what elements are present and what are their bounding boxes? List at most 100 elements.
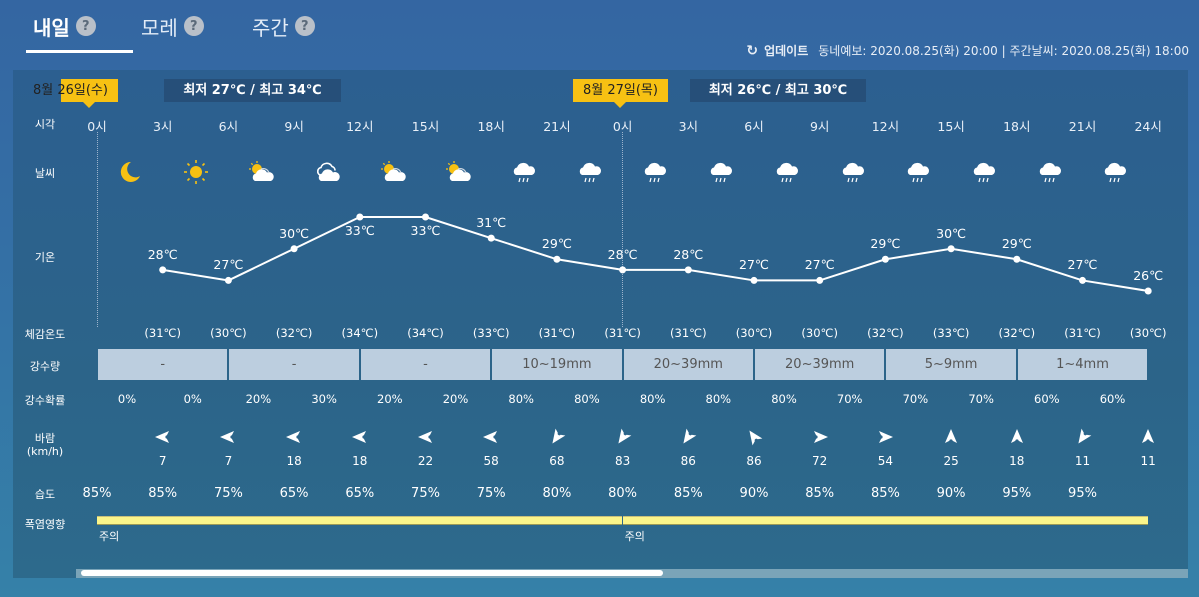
- wind-direction-icon: [416, 427, 436, 447]
- temperature-point[interactable]: [487, 234, 495, 242]
- time-label: 18시: [1003, 119, 1031, 134]
- temperature-value: 29℃: [870, 236, 901, 252]
- temperature-point[interactable]: [159, 266, 167, 274]
- tab-day-after-tomorrow[interactable]: 모레 ?: [141, 0, 241, 52]
- time-label: 9시: [284, 119, 304, 134]
- time-label: 15시: [411, 119, 440, 134]
- tab-weekly[interactable]: 주간 ?: [252, 0, 352, 52]
- row-label-weather: 날씨: [34, 167, 56, 180]
- forecast-timestamps: 동네예보: 2020.08.25(화) 20:00 | 주간날씨: 2020.0…: [818, 44, 1189, 58]
- temperature-point[interactable]: [947, 245, 955, 253]
- row-label-heat: 폭염영향: [24, 518, 66, 531]
- help-icon[interactable]: ?: [183, 16, 204, 36]
- precipitation-cell: 10~19mm: [492, 349, 622, 380]
- feels-like-value: (32℃): [867, 326, 904, 340]
- wind-speed-value: 22: [417, 454, 434, 468]
- temperature-point[interactable]: [290, 245, 298, 253]
- rain-icon: [576, 160, 604, 184]
- precip-probability-value: 30%: [311, 392, 337, 406]
- precip-probability-value: 20%: [442, 392, 469, 406]
- feels-like-value: (31℃): [670, 326, 707, 340]
- row-label-humidity: 습도: [34, 488, 56, 501]
- temperature-point[interactable]: [356, 213, 364, 221]
- time-label: 0시: [612, 119, 633, 134]
- temperature-point[interactable]: [816, 276, 824, 284]
- precipitation-cell: -: [229, 349, 359, 380]
- temperature-value: 29℃: [1001, 236, 1032, 252]
- row-label-feels: 체감온도: [24, 328, 66, 341]
- time-label: 6시: [744, 119, 764, 134]
- humidity-value: 85%: [805, 486, 835, 501]
- temperature-point[interactable]: [553, 255, 561, 263]
- temperature-point[interactable]: [422, 213, 429, 221]
- tab-tomorrow[interactable]: 내일 ?: [26, 0, 143, 53]
- time-label: 3시: [678, 119, 699, 134]
- temperature-value: 29℃: [541, 236, 572, 252]
- update-info: ↻ 업데이트 동네예보: 2020.08.25(화) 20:00 | 주간날씨:…: [746, 42, 1189, 59]
- horizontal-scrollbar[interactable]: [76, 569, 1188, 578]
- humidity-value: 75%: [411, 486, 440, 501]
- help-icon[interactable]: ?: [75, 16, 96, 36]
- temperature-value: 27℃: [804, 257, 835, 273]
- hourly-forecast-panel: 8월 26일(수) 최저 27℃ / 최고 34℃ 8월 27일(목) 최저 2…: [13, 70, 1188, 578]
- humidity-value: 85%: [82, 486, 112, 501]
- feels-like-value: (31℃): [604, 326, 641, 340]
- time-label: 9시: [809, 119, 830, 134]
- scrollbar-thumb[interactable]: [81, 570, 663, 576]
- feels-like-value: (33℃): [472, 326, 510, 340]
- temperature-value: 33℃: [410, 223, 441, 238]
- wind-direction-icon: [284, 427, 304, 447]
- precip-probability-value: 80%: [705, 392, 732, 406]
- humidity-value: 95%: [1068, 486, 1097, 501]
- help-icon[interactable]: ?: [294, 16, 315, 36]
- temperature-point[interactable]: [684, 266, 692, 274]
- wind-direction-icon: [350, 427, 370, 447]
- humidity-value: 95%: [1002, 486, 1032, 501]
- temperature-value: 26℃: [1133, 268, 1164, 283]
- tab-tomorrow-label: 내일: [33, 15, 70, 40]
- temperature-value: 27℃: [739, 257, 769, 273]
- humidity-value: 80%: [608, 486, 638, 501]
- temperature-point[interactable]: [619, 266, 627, 274]
- precipitation-cell: -: [98, 349, 228, 380]
- wind-speed-value: 18: [286, 454, 302, 468]
- rain-icon: [970, 160, 998, 184]
- time-label: 12시: [346, 119, 374, 134]
- wind-speed-value: 86: [680, 454, 696, 468]
- wind-direction-icon: [744, 427, 764, 447]
- row-label-wind-unit: (km/h): [26, 445, 64, 458]
- temperature-point[interactable]: [750, 276, 758, 284]
- partly-cloudy-icon: [247, 160, 275, 184]
- partly-cloudy-icon: [444, 160, 472, 184]
- wind-direction-icon: [810, 427, 830, 447]
- time-label: 12시: [871, 119, 900, 134]
- wind-direction-icon: [678, 427, 698, 447]
- temperature-point[interactable]: [1144, 287, 1152, 295]
- date-day2: 8월 27일(목): [583, 83, 658, 98]
- feels-like-value: (32℃): [998, 326, 1036, 340]
- date-tag-day1: 8월 26일(수): [33, 79, 118, 108]
- temperature-value: 33℃: [344, 223, 375, 238]
- temperature-point[interactable]: [1013, 255, 1021, 263]
- precip-probability-value: 70%: [902, 392, 929, 406]
- wind-speed-value: 25: [943, 454, 959, 468]
- humidity-value: 65%: [279, 486, 309, 501]
- precip-probability-value: 20%: [377, 392, 403, 406]
- heatwave-bar: [622, 516, 1149, 525]
- rain-icon: [773, 160, 801, 184]
- minmax-day2: 최저 26℃ / 최고 30℃: [690, 79, 866, 102]
- refresh-icon[interactable]: ↻: [746, 42, 759, 59]
- humidity-value: 85%: [673, 486, 703, 501]
- precip-probability-value: 60%: [1034, 392, 1060, 406]
- temperature-point[interactable]: [224, 276, 232, 284]
- update-button[interactable]: 업데이트: [764, 44, 809, 58]
- wind-speed-value: 86: [746, 454, 762, 468]
- feels-like-value: (33℃): [932, 326, 970, 340]
- wind-direction-icon: [153, 427, 173, 447]
- precipitation-cell: -: [360, 349, 491, 380]
- temperature-point[interactable]: [1079, 276, 1086, 284]
- wind-direction-icon: [1007, 427, 1027, 447]
- rain-icon: [1036, 160, 1064, 184]
- temperature-point[interactable]: [881, 255, 889, 263]
- precip-probability-value: 80%: [508, 392, 534, 406]
